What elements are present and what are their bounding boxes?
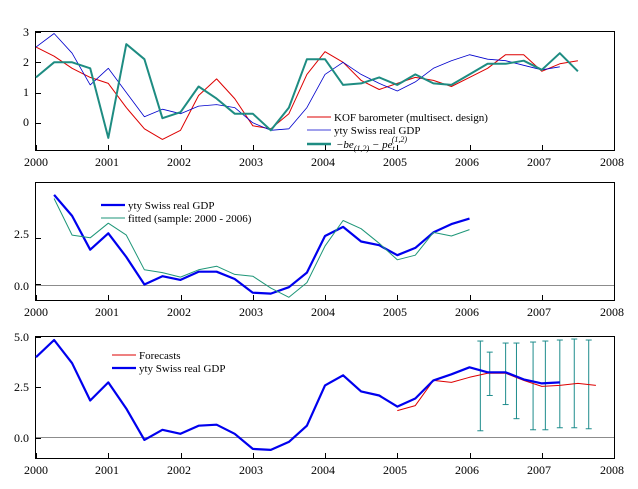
panel-1-series-line-1 [35,46,578,140]
panel-2-legend: yty Swiss real GDP fitted (sample: 2000 … [101,200,252,225]
panel-3-x-tick-2002: 2002 [167,463,191,477]
panel-3-series-line-2 [35,338,560,451]
panel-1-y-tick-2: 2 [23,55,29,69]
panel-3-y-tick-1: 2.5 [14,380,29,394]
panel-3-series [35,338,596,451]
panel-1-series [35,33,579,140]
panel-2-x-tick-2001: 2001 [95,305,119,319]
panel-1-y-ticks: 0 1 2 3 [23,25,29,129]
panel-2-x-tick-2003: 2003 [239,305,263,319]
panel-3-y-ticks: 0.0 2.5 5.0 [14,330,29,445]
panel-1-x-tick-2005: 2005 [383,155,407,169]
panel-2-legend-label-gdp: yty Swiss real GDP [128,200,214,212]
panel-2-series-line-1 [53,194,470,295]
panel-3-x-tick-2001: 2001 [95,463,119,477]
panel-2-y-tick-0: 0.0 [14,279,29,293]
panel-1-x-tick-2002: 2002 [167,155,191,169]
panel-2-y-ticks: 0.0 2.5 [14,227,29,293]
panel-3-tick-marks [36,337,615,458]
panel-2-x-ticks: 2000 2001 2002 2003 2004 2005 2006 2007 … [24,305,624,319]
panel-1-series-line-3 [35,43,579,139]
panel-3-y-tick-2: 5.0 [14,330,29,344]
panel-2-x-tick-2006: 2006 [455,305,479,319]
panel-1: 2000 2001 2002 2003 2004 2005 2006 2007 … [23,25,624,169]
panel-3-x-tick-2000: 2000 [24,463,48,477]
panel-2-tick-marks [36,238,615,300]
panel-2-y-tick-1: 2.5 [14,227,29,241]
panel-1-x-tick-2001: 2001 [95,155,119,169]
panel-3-x-tick-2005: 2005 [383,463,407,477]
panel-1-x-ticks: 2000 2001 2002 2003 2004 2005 2006 2007 … [24,155,624,169]
panel-3-series-line-1 [397,372,596,412]
panel-2-x-tick-2005: 2005 [383,305,407,319]
panel-2-x-tick-2000: 2000 [24,305,48,319]
panel-3-x-tick-2003: 2003 [239,463,263,477]
panel-3-x-tick-2006: 2006 [455,463,479,477]
panel-1-legend-label-gdp: yty Swiss real GDP [334,125,420,137]
panel-3-legend: Forecasts yty Swiss real GDP [112,350,225,375]
panel-1-tick-marks [36,32,615,150]
panel-3-x-ticks: 2000 2001 2002 2003 2004 2005 2006 2007 … [24,463,624,477]
panel-2-x-tick-2008: 2008 [600,305,624,319]
panel-1-y-tick-1: 1 [23,85,29,99]
panel-3-error-bars [477,338,592,432]
panel-3-x-tick-2004: 2004 [311,463,335,477]
panel-3-frame [35,336,615,459]
panel-1-x-tick-2000: 2000 [24,155,48,169]
panel-1-series-line-2 [35,33,560,131]
panel-2: 2000 2001 2002 2003 2004 2005 2006 2007 … [14,182,624,319]
panel-2-series-line-2 [53,198,470,298]
panel-3-y-tick-0: 0.0 [14,431,29,445]
panel-3-legend-label-gdp: yty Swiss real GDP [139,363,225,375]
panel-1-x-tick-2006: 2006 [455,155,479,169]
panel-2-legend-label-fitted: fitted (sample: 2000 - 2006) [128,213,252,225]
panel-1-frame [35,31,615,151]
panel-3-legend-label-forecasts: Forecasts [139,350,181,362]
panel-2-x-tick-2004: 2004 [311,305,335,319]
panel-1-x-tick-2008: 2008 [600,155,624,169]
panel-2-x-tick-2007: 2007 [527,305,551,319]
panel-2-frame [35,182,615,301]
panel-1-y-tick-3: 3 [23,25,29,39]
panel-1-legend-label-kof: KOF barometer (multisect. design) [334,112,488,124]
panel-2-x-tick-2002: 2002 [167,305,191,319]
panel-1-x-tick-2004: 2004 [311,155,335,169]
panel-1-x-tick-2003: 2003 [239,155,263,169]
panel-2-series [53,194,470,298]
panel-3: 2000 2001 2002 2003 2004 2005 2006 2007 … [14,330,624,477]
panel-3-x-tick-2008: 2008 [600,463,624,477]
panel-1-y-tick-0: 0 [23,115,29,129]
panel-3-x-tick-2007: 2007 [527,463,551,477]
panel-1-x-tick-2007: 2007 [527,155,551,169]
